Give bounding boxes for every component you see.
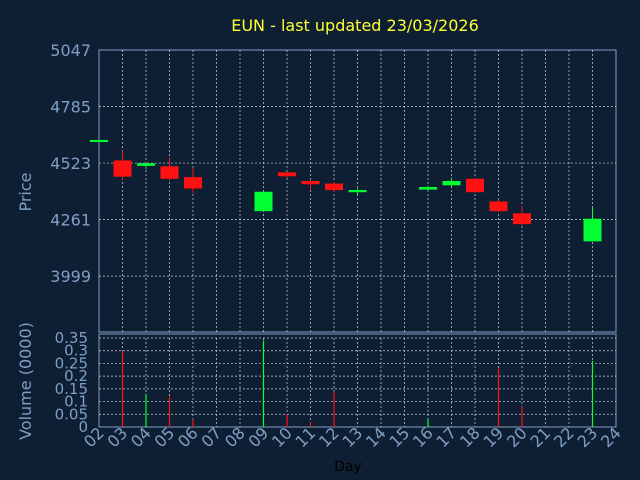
volume-tick-label: 0.15 [55, 380, 88, 398]
price-tick-label: 3999 [50, 267, 91, 286]
candle-body [301, 180, 320, 185]
volume-tick-label: 0 [78, 418, 88, 436]
price-tick-label: 4523 [50, 154, 91, 173]
price-axis-label: Price [16, 172, 35, 211]
candle-body [348, 190, 367, 193]
volume-tick-label: 0.1 [64, 393, 88, 411]
chart-title: EUN - last updated 23/03/2026 [231, 16, 479, 35]
candle-body [513, 213, 531, 225]
price-tick-label: 5047 [50, 41, 91, 60]
candle-body [160, 166, 179, 179]
price-axis-ticks: 5047 4785 4523 4261 3999 [50, 41, 91, 286]
volume-tick-label: 0.2 [64, 367, 88, 385]
candle-body [325, 183, 343, 191]
volume-axis-ticks: 0.350.30.250.20.150.10.050 [55, 329, 88, 436]
volume-tick-label: 0.25 [55, 354, 88, 372]
volume-tick-label: 0.3 [64, 342, 88, 360]
volume-tick-label: 0.35 [55, 329, 88, 347]
day-axis-label: Day [334, 459, 362, 475]
candle-body [254, 191, 273, 212]
price-tick-label: 4261 [50, 211, 91, 230]
candle-body [419, 187, 437, 190]
candle-body [278, 172, 296, 177]
candle-body [90, 139, 108, 142]
volume-bars [121, 340, 594, 427]
candle-body [442, 180, 461, 186]
candle-body [184, 177, 202, 189]
day-axis-ticks: 0203040506070809101112131415161718192021… [80, 423, 625, 451]
candles [90, 139, 602, 242]
candle-body [113, 160, 132, 177]
day-tick-label: 24 [597, 423, 625, 451]
volume-axis-label: Volume (0000) [16, 322, 35, 440]
candle-body [137, 163, 155, 166]
volume-tick-label: 0.05 [55, 405, 88, 423]
price-tick-label: 4785 [50, 98, 91, 117]
candle-body [489, 201, 508, 212]
volume-grid [99, 337, 616, 427]
candle-body [583, 218, 602, 242]
candle-body [466, 178, 484, 193]
